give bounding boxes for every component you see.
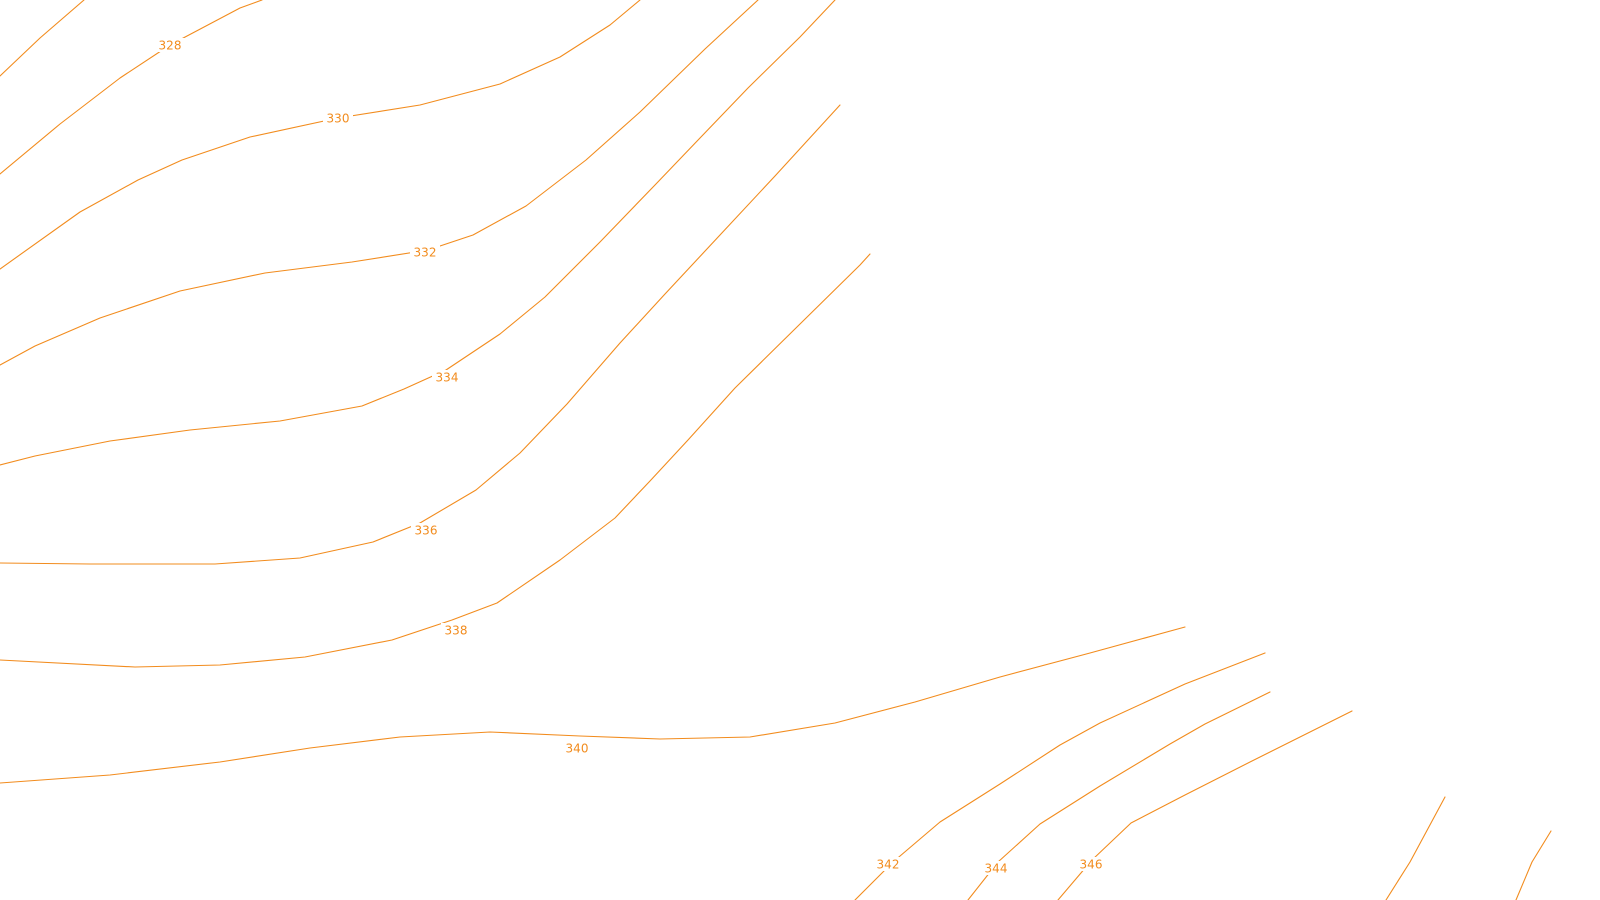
contour-label-344: 344: [981, 861, 1011, 876]
contour-label-336: 336: [411, 523, 441, 538]
contour-line-bottom-right-a: [1385, 796, 1446, 900]
contour-label-342: 342: [873, 857, 903, 872]
contour-label-334-text: 334: [436, 371, 459, 385]
contour-label-340: 340: [561, 741, 593, 756]
contour-label-332: 332: [410, 245, 440, 260]
contour-label-332-text: 332: [414, 246, 437, 260]
contour-line-top-left: [0, 0, 85, 77]
contour-label-330-text: 330: [327, 112, 350, 126]
contour-label-338-text: 338: [445, 624, 468, 638]
contour-label-342-text: 342: [877, 858, 900, 872]
contour-line-344: [967, 691, 1271, 900]
contour-label-328-text: 328: [159, 39, 182, 53]
contour-label-338: 338: [441, 623, 471, 638]
contour-label-346-text: 346: [1080, 858, 1103, 872]
contour-label-330: 330: [323, 111, 353, 126]
contour-line-bottom-right-b: [1515, 830, 1552, 900]
contour-line-334: [0, 0, 836, 466]
contour-label-346: 346: [1076, 857, 1106, 872]
contour-line-340: [0, 626, 1186, 784]
contour-label-334: 334: [432, 370, 462, 385]
contour-line-330: [0, 0, 641, 270]
contour-line-328: [0, 0, 263, 175]
contour-label-340-text: 340: [566, 742, 589, 756]
contour-label-336-text: 336: [415, 524, 438, 538]
contour-label-328: 328: [155, 38, 185, 53]
contour-line-342: [854, 652, 1266, 900]
contour-label-344-text: 344: [985, 862, 1008, 876]
contour-line-332: [0, 0, 759, 366]
contour-line-346: [1057, 710, 1353, 900]
contour-line-338: [0, 253, 871, 668]
contour-line-336: [0, 104, 841, 565]
